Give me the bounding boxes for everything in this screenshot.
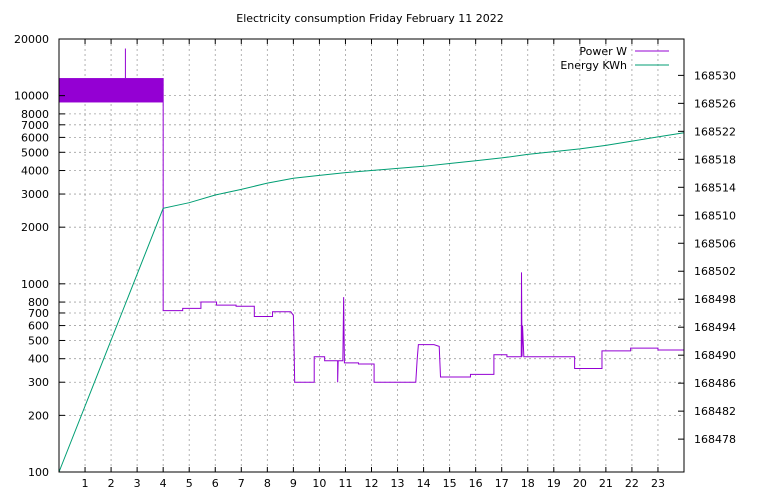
y2-tick-label: 168490 bbox=[694, 349, 736, 362]
x-tick-label: 14 bbox=[417, 477, 431, 490]
x-tick-label: 7 bbox=[238, 477, 245, 490]
series-power-line bbox=[162, 78, 684, 383]
y2-tick-label: 168502 bbox=[694, 265, 736, 278]
y-tick-label: 4000 bbox=[21, 165, 49, 178]
x-tick-label: 12 bbox=[365, 477, 379, 490]
x-tick-label: 17 bbox=[495, 477, 509, 490]
y2-tick-label: 168498 bbox=[694, 293, 736, 306]
x-tick-label: 6 bbox=[212, 477, 219, 490]
grid bbox=[59, 39, 684, 472]
y2-tick-label: 168482 bbox=[694, 405, 736, 418]
y2-tick-label: 168510 bbox=[694, 209, 736, 222]
y2-tick-label: 168506 bbox=[694, 237, 736, 250]
x-tick-label: 2 bbox=[108, 477, 115, 490]
y-tick-label: 8000 bbox=[21, 108, 49, 121]
x-tick-label: 19 bbox=[547, 477, 561, 490]
x-tick-label: 13 bbox=[391, 477, 405, 490]
y-tick-label: 7000 bbox=[21, 119, 49, 132]
x-tick-label: 3 bbox=[134, 477, 141, 490]
y-tick-label: 300 bbox=[28, 376, 49, 389]
x-tick-label: 9 bbox=[290, 477, 297, 490]
y2-tick-label: 168518 bbox=[694, 153, 736, 166]
legend-label: Power W bbox=[579, 45, 627, 58]
y-tick-label: 600 bbox=[28, 320, 49, 333]
y2-tick-label: 168530 bbox=[694, 69, 736, 82]
x-tick-label: 22 bbox=[625, 477, 639, 490]
y2-tick-label: 168526 bbox=[694, 97, 736, 110]
x-tick-label: 8 bbox=[264, 477, 271, 490]
series-layer bbox=[58, 48, 685, 473]
y-tick-label: 5000 bbox=[21, 146, 49, 159]
y-tick-label: 1000 bbox=[21, 278, 49, 291]
legend-label: Energy KWh bbox=[560, 59, 627, 72]
x-tick-label: 21 bbox=[599, 477, 613, 490]
y-tick-label: 700 bbox=[28, 307, 49, 320]
x-tick-label: 23 bbox=[651, 477, 665, 490]
series-energy-line bbox=[58, 132, 685, 473]
x-tick-label: 4 bbox=[160, 477, 167, 490]
x-tick-label: 10 bbox=[312, 477, 326, 490]
x-tick-label: 20 bbox=[573, 477, 587, 490]
y-tick-label: 200 bbox=[28, 409, 49, 422]
axes: 1 2 3 4 5 6 7 8 9 10 11 12 13 14 15 16 17 18 19 20 21 22 23100… bbox=[14, 33, 736, 490]
x-tick-label: 11 bbox=[338, 477, 352, 490]
x-tick-label: 18 bbox=[521, 477, 535, 490]
y-tick-label: 2000 bbox=[21, 221, 49, 234]
y2-tick-label: 168514 bbox=[694, 181, 736, 194]
x-tick-label: 1 bbox=[82, 477, 89, 490]
y-tick-label: 500 bbox=[28, 334, 49, 347]
y2-tick-label: 168486 bbox=[694, 377, 736, 390]
y-tick-label: 10000 bbox=[14, 90, 49, 103]
y2-tick-label: 168478 bbox=[694, 433, 736, 446]
y-tick-label: 3000 bbox=[21, 188, 49, 201]
y-tick-label: 20000 bbox=[14, 33, 49, 46]
y2-tick-label: 168494 bbox=[694, 321, 736, 334]
x-tick-label: 5 bbox=[186, 477, 193, 490]
y-tick-label: 100 bbox=[28, 466, 49, 479]
y-tick-label: 800 bbox=[28, 296, 49, 309]
x-tick-label: 16 bbox=[469, 477, 483, 490]
y-tick-label: 400 bbox=[28, 353, 49, 366]
x-tick-label: 15 bbox=[443, 477, 457, 490]
chart-title: Electricity consumption Friday February … bbox=[236, 12, 503, 25]
y2-tick-label: 168522 bbox=[694, 125, 736, 138]
power-band bbox=[59, 78, 164, 103]
y-tick-label: 6000 bbox=[21, 131, 49, 144]
